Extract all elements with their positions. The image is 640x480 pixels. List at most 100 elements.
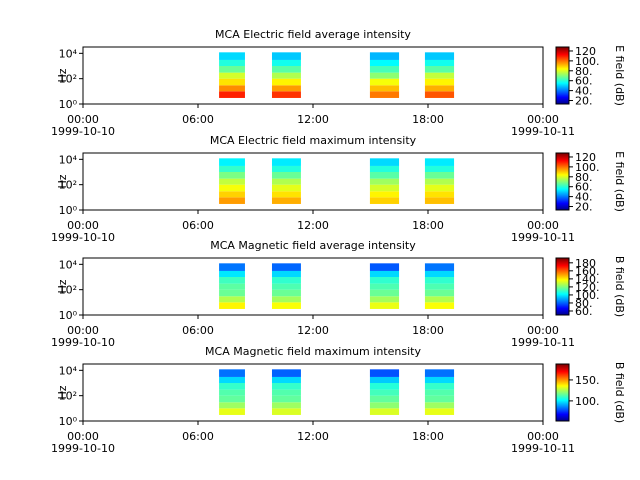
x-tick-label: 00:00: [67, 219, 99, 232]
colorbar-cell: [556, 304, 569, 306]
x-tick-label: 00:00: [527, 113, 559, 126]
spectral-cell: [219, 283, 245, 290]
spectral-cell: [369, 302, 400, 309]
colorbar-cell: [556, 70, 569, 73]
colorbar-cell: [556, 369, 569, 372]
colorbar-cell: [556, 393, 569, 395]
colorbar-cell: [556, 367, 569, 370]
y-tick-label: 10⁴: [59, 47, 78, 60]
colorbar-cell: [556, 167, 569, 169]
colorbar-frame: [555, 152, 570, 211]
colorbar-cell: [556, 313, 569, 315]
x-tick-label: 18:00: [412, 219, 444, 232]
colorbar-cell: [556, 417, 569, 419]
end-date: 1999-10-11: [511, 442, 575, 455]
colorbar-cell: [556, 410, 569, 412]
colorbar-cell: [556, 274, 569, 276]
colorbar-cell: [556, 83, 569, 85]
colorbar-cell: [556, 196, 569, 199]
colorbar-cell: [556, 293, 569, 295]
spectral-cell: [271, 72, 301, 79]
colorbar-cell: [556, 403, 569, 406]
colorbar-cell: [556, 188, 569, 190]
colorbar-cell: [556, 68, 569, 71]
colorbar-cell: [556, 96, 569, 98]
spectral-cell: [424, 289, 455, 297]
colorbar-cell: [556, 155, 569, 158]
colorbar-cell: [556, 181, 569, 183]
colorbar-cell: [556, 84, 569, 86]
y-axis-label: Hz: [56, 68, 69, 82]
colorbar-cell: [556, 91, 569, 94]
colorbar-cell: [556, 258, 569, 260]
colorbar-cell: [556, 205, 569, 207]
colorbar-cell: [556, 195, 569, 198]
spectral-cell: [369, 270, 400, 277]
colorbar-cell: [556, 193, 569, 196]
x-tick-label: 18:00: [412, 113, 444, 126]
colorbar-cell: [556, 294, 569, 296]
spectral-cell: [424, 369, 455, 377]
spectral-cell: [369, 85, 400, 92]
colorbar-cell: [556, 273, 569, 275]
colorbar-tick-label: 120: [575, 151, 596, 164]
colorbar-cell: [556, 416, 569, 418]
spectral-cell: [271, 283, 301, 290]
colorbar-cell: [556, 102, 569, 104]
colorbar-cell: [556, 405, 569, 408]
spectral-cell: [424, 197, 455, 204]
spectral-cell: [424, 277, 455, 284]
x-tick-label: 06:00: [182, 113, 214, 126]
colorbar-cell: [556, 183, 569, 185]
colorbar-cell: [556, 164, 569, 166]
colorbar-cell: [556, 303, 569, 306]
spectral-cell: [219, 52, 245, 60]
colorbar-cell: [556, 85, 569, 88]
x-tick-label: 00:00: [67, 430, 99, 443]
colorbar-cell: [556, 97, 569, 99]
y-tick-label: 10⁰: [59, 415, 78, 428]
colorbar-frame: [555, 363, 570, 422]
colorbar-cell: [556, 419, 569, 421]
colorbar-cell: [556, 311, 569, 313]
spectral-cell: [271, 85, 301, 92]
colorbar-cell: [556, 305, 569, 307]
colorbar-cell: [556, 263, 569, 266]
colorbar-cell: [556, 88, 569, 91]
colorbar-cell: [556, 206, 569, 208]
colorbar-cell: [556, 401, 569, 403]
spectral-cell: [271, 66, 301, 73]
x-tick-label: 12:00: [297, 219, 329, 232]
colorbar-cell: [556, 75, 569, 77]
colorbar-cell: [556, 49, 569, 52]
colorbar-cell: [556, 92, 569, 95]
colorbar-cell: [556, 261, 569, 264]
colorbar-cell: [556, 385, 569, 388]
spectral-cell: [424, 178, 455, 185]
spectral-cell: [424, 270, 455, 277]
colorbar-cell: [556, 95, 569, 97]
spectral-cell: [219, 383, 245, 390]
y-axis-label: Hz: [56, 279, 69, 293]
spectral-cell: [219, 66, 245, 73]
x-tick-label: 12:00: [297, 324, 329, 337]
colorbar-cell: [556, 82, 569, 84]
spectral-cell: [271, 277, 301, 284]
colorbar-cell: [556, 67, 569, 70]
colorbar-cell: [556, 191, 569, 193]
colorbar-cell: [556, 268, 569, 270]
spectral-cell: [424, 395, 455, 403]
colorbar-cell: [556, 184, 569, 186]
colorbar-cell: [556, 186, 569, 188]
y-tick-label: 10⁰: [59, 98, 78, 111]
colorbar-tick-label: 60.: [575, 305, 593, 318]
colorbar-tick-label: 100.: [575, 395, 600, 408]
spectral-cell: [369, 283, 400, 290]
colorbar-cell: [556, 77, 569, 79]
colorbar-cell: [556, 379, 569, 381]
spectral-cell: [219, 395, 245, 403]
spectral-cell: [424, 389, 455, 396]
colorbar-cell: [556, 57, 569, 59]
spectral-cell: [369, 369, 400, 377]
colorbar-cell: [556, 160, 569, 163]
